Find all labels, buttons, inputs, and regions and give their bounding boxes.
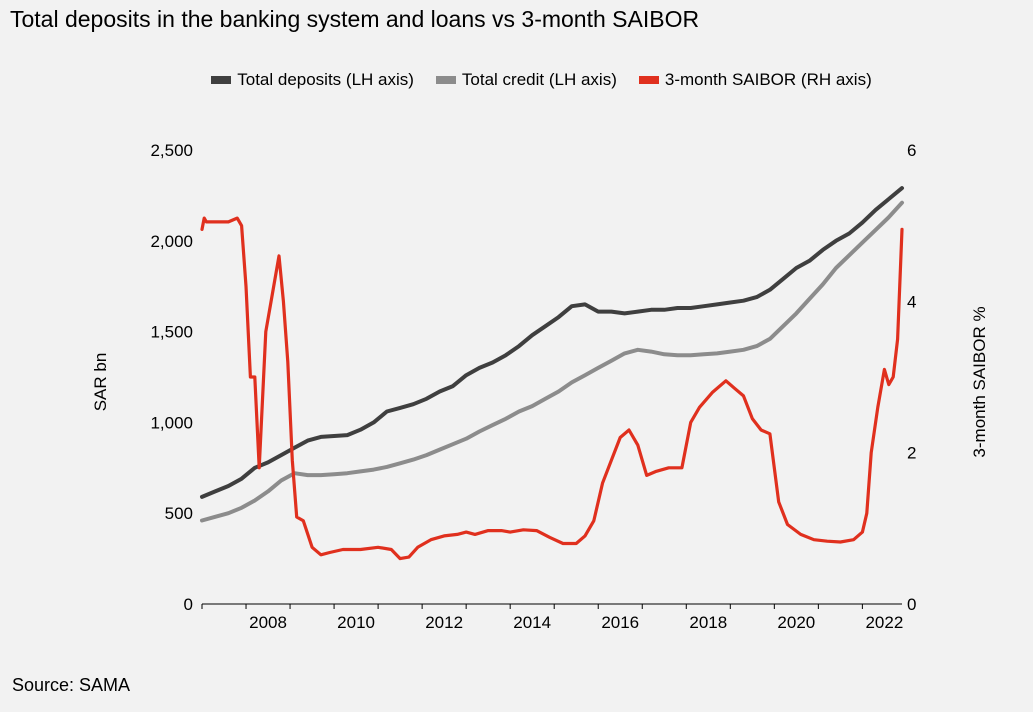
x-tick-label: 2012 [425,613,463,632]
y-tick-label-left: 1,500 [150,323,193,342]
y-tick-label-right: 0 [907,595,916,614]
x-tick-label: 2016 [601,613,639,632]
legend: Total deposits (LH axis) Total credit (L… [0,70,1033,90]
legend-label-credit: Total credit (LH axis) [461,70,617,89]
y-tick-label-left: 1,000 [150,413,193,432]
legend-item-credit: Total credit (LH axis) [435,70,617,90]
legend-swatch-saibor [638,76,659,84]
y-axis-title-left: SAR bn [91,353,110,412]
y-tick-label-left: 2,000 [150,232,193,251]
y-tick-label-right: 6 [907,141,916,160]
legend-label-deposits: Total deposits (LH axis) [237,70,414,89]
source-note: Source: SAMA [12,675,131,695]
x-tick-label: 2014 [513,613,551,632]
y-tick-label-left: 500 [165,504,193,523]
chart-title: Total deposits in the banking system and… [10,6,700,32]
legend-label-saibor: 3-month SAIBOR (RH axis) [664,70,872,89]
y-tick-label-left: 2,500 [150,141,193,160]
legend-swatch-deposits [211,76,232,84]
x-tick-label: 2010 [337,613,375,632]
y-tick-label-right: 2 [907,444,916,463]
x-tick-label: 2008 [249,613,287,632]
legend-item-deposits: Total deposits (LH axis) [211,70,414,90]
y-tick-label-left: 0 [184,595,193,614]
y-tick-label-right: 4 [907,292,916,311]
legend-item-saibor: 3-month SAIBOR (RH axis) [638,70,872,90]
legend-swatch-credit [435,76,456,84]
series-line-credit [200,200,904,523]
series-line-saibor [200,216,904,561]
series-line-deposits [200,186,904,499]
x-tick-label: 2018 [689,613,727,632]
x-tick-label: 2022 [865,613,903,632]
x-tick-label: 2020 [777,613,815,632]
y-axis-title-right: 3-month SAIBOR % [970,306,989,457]
